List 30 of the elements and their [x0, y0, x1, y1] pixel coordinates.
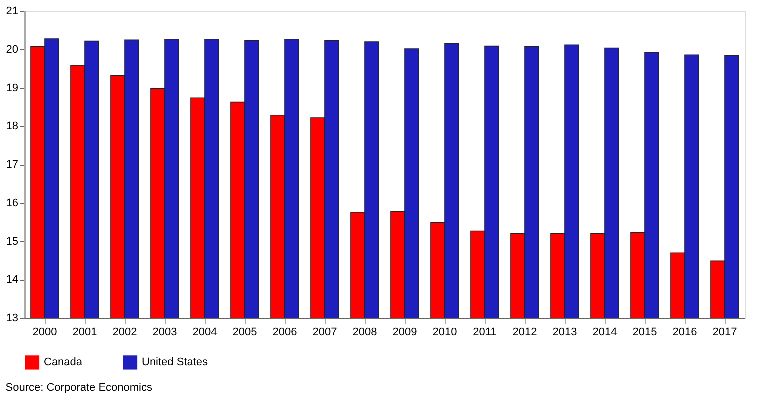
y-tick-label: 14	[6, 274, 18, 286]
legend-label: United States	[142, 356, 209, 369]
y-tick-label: 13	[6, 312, 18, 324]
source-note: Source: Corporate Economics	[6, 382, 153, 394]
x-tick-label: 2010	[432, 326, 458, 338]
y-tick-label: 19	[6, 82, 18, 94]
y-tick-label: 20	[6, 44, 18, 56]
x-tick-label: 2006	[272, 326, 298, 338]
x-tick-label: 2007	[312, 326, 338, 338]
legend-label: Canada	[44, 356, 84, 369]
y-tick-label: 18	[6, 120, 18, 133]
y-tick-label: 15	[6, 236, 18, 248]
x-tick-label: 2016	[672, 326, 698, 338]
x-tick-label: 2000	[32, 326, 58, 338]
x-tick-label: 2001	[72, 326, 98, 338]
x-tick-label: 2011	[473, 326, 497, 338]
y-tick-label: 16	[6, 197, 18, 210]
y-tick-label: 21	[6, 6, 18, 18]
y-tick-label: 17	[6, 159, 18, 171]
x-tick-label: 2002	[112, 326, 138, 338]
x-tick-label: 2008	[352, 326, 378, 338]
x-tick-label: 2004	[192, 326, 218, 338]
x-tick-label: 2012	[512, 326, 538, 338]
x-tick-label: 2014	[592, 326, 618, 338]
x-tick-label: 2009	[392, 326, 418, 338]
x-tick-label: 2003	[152, 326, 178, 338]
x-tick-label: 2015	[632, 326, 658, 338]
x-tick-label: 2013	[552, 326, 578, 338]
x-tick-label: 2017	[712, 326, 738, 338]
x-tick-label: 2005	[232, 326, 258, 338]
